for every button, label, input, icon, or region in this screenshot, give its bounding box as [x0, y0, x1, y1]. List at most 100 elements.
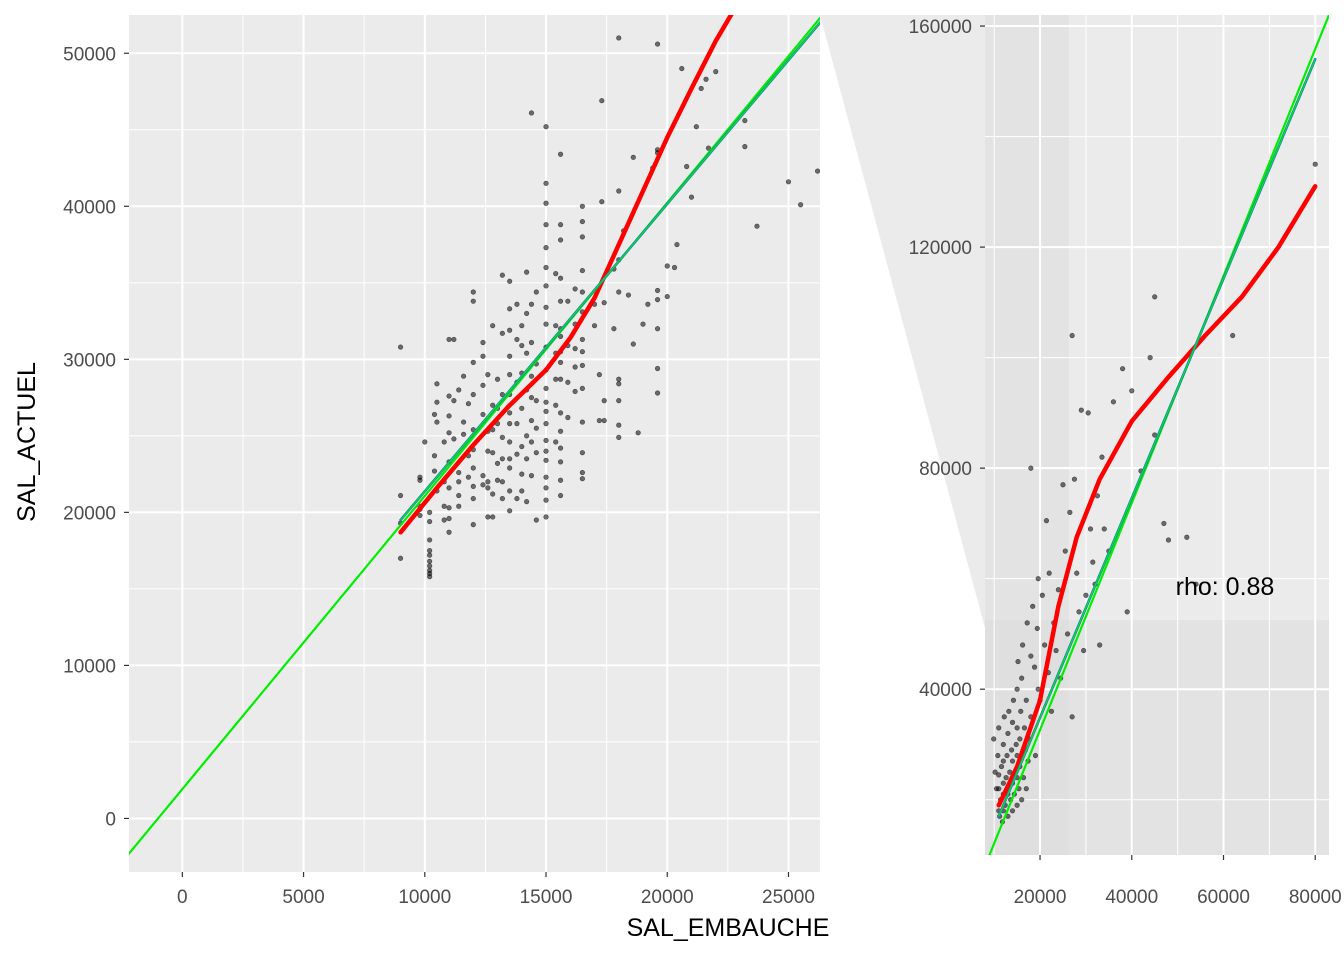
- main-data-point: [519, 471, 525, 477]
- main-data-point: [507, 465, 513, 471]
- zoom-data-point: [1021, 725, 1028, 731]
- main-data-point: [543, 385, 549, 392]
- main-data-point: [557, 376, 564, 382]
- zoom-data-point: [1161, 520, 1167, 527]
- main-data-point: [533, 450, 539, 456]
- main-data-point: [630, 154, 636, 160]
- main-data-point: [460, 419, 467, 425]
- main-data-point: [451, 336, 457, 343]
- main-data-point: [507, 327, 513, 333]
- main-data-point: [543, 437, 549, 444]
- main-data-point: [655, 5, 660, 10]
- main-data-point: [427, 548, 433, 554]
- zoom-data-point: [1019, 675, 1025, 681]
- main-data-point: [599, 199, 605, 205]
- main-data-point: [635, 430, 641, 436]
- zoom-data-point: [1124, 609, 1130, 615]
- main-data-point: [485, 448, 491, 454]
- main-data-point: [601, 300, 607, 306]
- main-data-point: [654, 390, 661, 396]
- main-data-point: [514, 451, 520, 457]
- main-data-point: [742, 117, 748, 124]
- zoom-y-tick-label: 160000: [909, 17, 972, 38]
- main-data-point: [470, 391, 476, 398]
- main-data-point: [579, 349, 585, 355]
- main-data-point: [524, 269, 530, 275]
- main-data-point: [557, 477, 564, 483]
- zoom-x-tick-label: 40000: [1105, 887, 1158, 908]
- main-data-point: [456, 503, 462, 509]
- main-x-tick-label: 20000: [641, 887, 694, 908]
- main-data-point: [616, 188, 622, 194]
- main-data-point: [579, 469, 585, 476]
- main-data-point: [507, 456, 513, 462]
- zoom-data-point: [1020, 642, 1026, 648]
- zoom-data-point: [1087, 526, 1094, 532]
- main-data-point: [485, 514, 491, 520]
- zoom-data-point: [996, 786, 1002, 792]
- zoom-panel: 20000 40000 60000 80000 40000 80000 120000 1600…: [909, 15, 1342, 908]
- main-data-point: [524, 310, 530, 317]
- main-data-point: [579, 234, 585, 240]
- zoom-data-point: [1042, 642, 1048, 648]
- main-data-point: [557, 492, 564, 499]
- zoom-x-tick-label: 80000: [1289, 887, 1342, 908]
- main-data-point: [465, 401, 472, 407]
- zoom-data-point: [1090, 559, 1096, 565]
- main-data-point: [427, 518, 433, 525]
- zoom-data-point: [1165, 537, 1172, 543]
- main-data-point: [456, 479, 462, 485]
- main-data-point: [507, 353, 513, 359]
- main-data-point: [507, 372, 513, 378]
- main-data-point: [480, 353, 486, 359]
- main-data-point: [654, 365, 661, 372]
- zoom-data-point: [1032, 752, 1039, 759]
- main-data-point: [645, 301, 651, 307]
- main-data-point: [519, 323, 525, 329]
- main-data-point: [446, 430, 452, 436]
- main-data-point: [742, 144, 748, 150]
- zoom-data-point: [1184, 534, 1190, 540]
- zoom-data-point: [1069, 714, 1075, 720]
- main-data-point: [814, 168, 820, 174]
- main-data-point: [441, 439, 447, 445]
- zoom-data-point: [1028, 465, 1034, 471]
- main-data-point: [579, 385, 585, 392]
- zoom-data-point: [1048, 708, 1055, 714]
- main-data-point: [446, 529, 452, 535]
- main-data-point: [543, 497, 549, 503]
- main-data-point: [456, 492, 462, 499]
- main-data-point: [611, 326, 617, 332]
- zoom-data-point: [1004, 752, 1010, 759]
- main-data-point: [422, 439, 428, 445]
- main-data-point: [528, 110, 535, 116]
- main-y-tick-label: 40000: [63, 197, 116, 218]
- main-data-point: [671, 264, 678, 271]
- zoom-linear-fit-highlight: [998, 58, 1316, 817]
- main-data-point: [596, 372, 602, 378]
- main-data-point: [494, 460, 501, 466]
- main-data-point: [553, 402, 559, 408]
- main-data-point: [514, 336, 520, 343]
- zoom-data-point: [1046, 570, 1052, 576]
- zoom-data-point: [1017, 736, 1023, 742]
- main-data-point: [528, 439, 535, 445]
- main-data-point: [446, 485, 452, 491]
- main-data-point: [519, 443, 525, 450]
- main-data-point: [640, 321, 646, 327]
- main-data-point: [599, 98, 605, 104]
- main-data-point: [485, 479, 491, 485]
- main-data-point: [565, 379, 571, 385]
- zoom-data-point: [1006, 708, 1012, 714]
- main-data-point: [456, 387, 462, 393]
- main-data-point: [674, 241, 680, 248]
- main-data-point: [427, 574, 433, 580]
- main-data-point: [616, 434, 622, 440]
- zoom-data-point: [1062, 548, 1068, 554]
- zoom-data-point: [1043, 518, 1050, 524]
- main-data-point: [397, 555, 404, 561]
- zoom-data-point: [1099, 454, 1105, 460]
- main-data-point: [480, 339, 486, 346]
- main-y-tick-label: 0: [105, 809, 116, 830]
- main-data-point: [514, 495, 520, 502]
